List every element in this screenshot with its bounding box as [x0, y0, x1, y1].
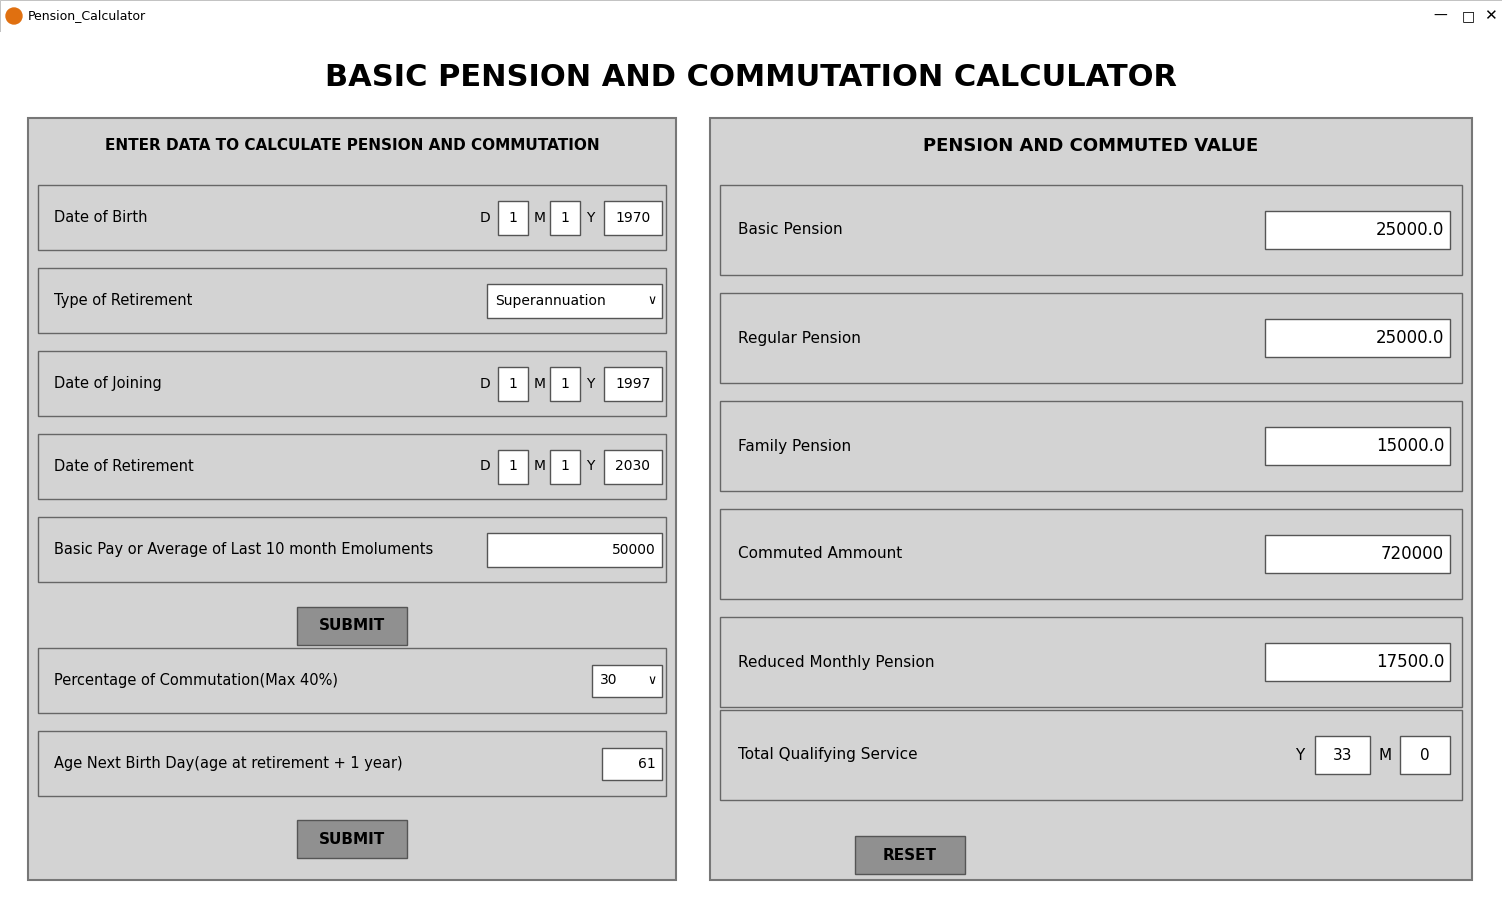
Text: D: D	[481, 376, 491, 390]
Text: Pension_Calculator: Pension_Calculator	[29, 9, 146, 23]
Text: Total Qualifying Service: Total Qualifying Service	[737, 747, 918, 762]
Text: Date of Birth: Date of Birth	[54, 210, 147, 225]
Text: ∨: ∨	[647, 674, 656, 687]
Bar	[499, 201, 529, 234]
Text: Date of Joining: Date of Joining	[54, 376, 162, 391]
Bar	[38, 648, 665, 713]
Text: ✕: ✕	[1484, 8, 1496, 24]
Text: ∨: ∨	[647, 294, 656, 307]
Bar	[499, 450, 529, 484]
Bar	[487, 283, 662, 318]
Text: Y: Y	[1295, 747, 1304, 762]
Bar	[297, 607, 407, 645]
Text: 2030: 2030	[616, 460, 650, 474]
Bar	[592, 664, 662, 696]
Bar	[719, 509, 1461, 599]
Bar	[604, 366, 662, 400]
Text: 0: 0	[1421, 747, 1430, 762]
Text: SUBMIT: SUBMIT	[318, 618, 385, 634]
Bar	[1265, 535, 1449, 573]
Bar	[1265, 643, 1449, 681]
Bar	[550, 450, 580, 484]
Bar	[38, 268, 665, 333]
Text: 1997: 1997	[616, 376, 650, 390]
Text: 17500.0: 17500.0	[1376, 653, 1443, 671]
Text: Regular Pension: Regular Pension	[737, 331, 861, 345]
Bar	[38, 185, 665, 250]
Bar	[719, 293, 1461, 383]
Bar	[297, 820, 407, 858]
Text: Basic Pay or Average of Last 10 month Emoluments: Basic Pay or Average of Last 10 month Em…	[54, 542, 433, 557]
Text: 25000.0: 25000.0	[1376, 221, 1443, 239]
Text: M: M	[1377, 747, 1391, 762]
Bar	[710, 118, 1472, 880]
Text: Y: Y	[586, 376, 595, 390]
Bar	[0, 0, 1502, 32]
Text: Type of Retirement: Type of Retirement	[54, 293, 192, 308]
Text: Reduced Monthly Pension: Reduced Monthly Pension	[737, 655, 934, 670]
Bar	[1314, 736, 1370, 774]
Bar	[1265, 319, 1449, 357]
Text: 33: 33	[1332, 747, 1352, 762]
Text: Date of Retirement: Date of Retirement	[54, 459, 194, 474]
Text: PENSION AND COMMUTED VALUE: PENSION AND COMMUTED VALUE	[924, 137, 1259, 155]
Bar	[499, 366, 529, 400]
Text: M: M	[535, 376, 547, 390]
Text: 1: 1	[509, 376, 517, 390]
Text: D: D	[481, 211, 491, 224]
Text: D: D	[481, 460, 491, 474]
Bar	[29, 118, 676, 880]
Bar	[719, 185, 1461, 275]
Text: 1: 1	[560, 376, 569, 390]
Bar	[719, 710, 1461, 800]
Bar	[1265, 427, 1449, 465]
Text: Superannuation: Superannuation	[496, 293, 605, 308]
Bar	[1265, 211, 1449, 249]
Text: 1: 1	[560, 211, 569, 224]
Bar	[38, 351, 665, 416]
Text: 50000: 50000	[613, 542, 656, 557]
Bar	[38, 731, 665, 796]
Text: M: M	[535, 211, 547, 224]
Bar	[604, 201, 662, 234]
Text: 1: 1	[509, 460, 517, 474]
Bar	[719, 401, 1461, 491]
Text: Y: Y	[586, 460, 595, 474]
Text: Basic Pension: Basic Pension	[737, 223, 843, 237]
Text: 1: 1	[509, 211, 517, 224]
Text: RESET: RESET	[883, 847, 937, 863]
Circle shape	[6, 8, 23, 24]
Bar	[38, 517, 665, 582]
Text: 1970: 1970	[616, 211, 650, 224]
Bar	[38, 434, 665, 499]
Bar	[487, 532, 662, 566]
Text: Commuted Ammount: Commuted Ammount	[737, 547, 903, 562]
Text: Age Next Birth Day(age at retirement + 1 year): Age Next Birth Day(age at retirement + 1…	[54, 756, 403, 771]
Text: 1: 1	[560, 460, 569, 474]
Text: —: —	[1433, 9, 1446, 23]
Text: 720000: 720000	[1380, 545, 1443, 563]
Text: Family Pension: Family Pension	[737, 439, 852, 453]
Bar	[602, 747, 662, 780]
Bar	[855, 836, 964, 874]
Text: 25000.0: 25000.0	[1376, 329, 1443, 347]
Text: BASIC PENSION AND COMMUTATION CALCULATOR: BASIC PENSION AND COMMUTATION CALCULATOR	[324, 63, 1178, 93]
Text: 30: 30	[599, 673, 617, 688]
Bar	[604, 450, 662, 484]
Text: 15000.0: 15000.0	[1376, 437, 1443, 455]
Text: Percentage of Commutation(Max 40%): Percentage of Commutation(Max 40%)	[54, 673, 338, 688]
Text: □: □	[1461, 9, 1475, 23]
Text: ENTER DATA TO CALCULATE PENSION AND COMMUTATION: ENTER DATA TO CALCULATE PENSION AND COMM…	[105, 138, 599, 154]
Text: 61: 61	[638, 757, 656, 770]
Text: Y: Y	[586, 211, 595, 224]
Bar	[1400, 736, 1449, 774]
Text: M: M	[535, 460, 547, 474]
Text: SUBMIT: SUBMIT	[318, 832, 385, 846]
Bar	[550, 366, 580, 400]
Bar	[550, 201, 580, 234]
Bar	[719, 617, 1461, 707]
